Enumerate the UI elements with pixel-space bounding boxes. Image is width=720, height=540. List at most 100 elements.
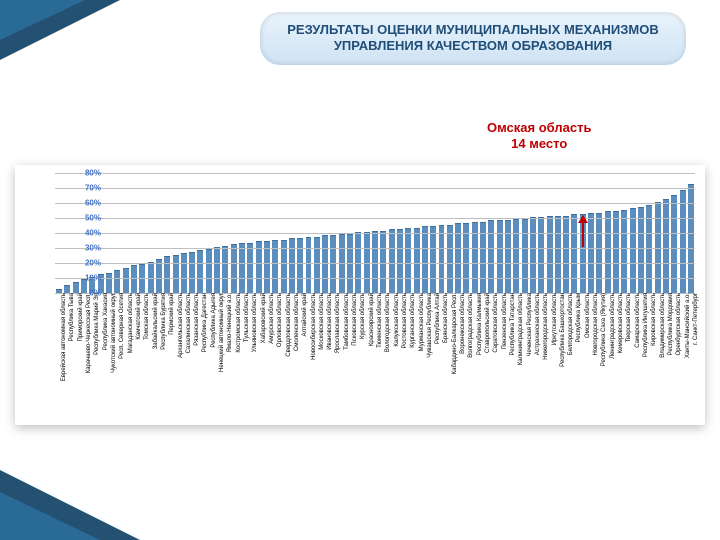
chart-bar xyxy=(214,247,220,293)
chart-bar xyxy=(430,226,436,293)
chart-x-tick-label: Камчатский край xyxy=(136,293,142,340)
chart-bar xyxy=(247,243,253,294)
chart-bar xyxy=(306,237,312,294)
chart-bar xyxy=(372,231,378,294)
chart-x-tick-label: Оренбургская область xyxy=(676,293,682,356)
chart-bar xyxy=(173,255,179,294)
chart-x-tick-label: Свердловская область xyxy=(286,293,292,357)
chart-x-tick-label: Республика Саха (Якутия) xyxy=(601,293,607,366)
highlight-callout: Омская область 14 место xyxy=(487,120,591,153)
chart-x-tick-label: Республика Марий Эл xyxy=(94,293,100,355)
chart-x-tick-label: Тульская область xyxy=(244,293,250,342)
chart-bar xyxy=(397,229,403,293)
chart-x-tick-label: Омская область xyxy=(585,293,591,338)
chart-x-tick-label: Республика Бурятия xyxy=(161,293,167,350)
chart-y-tick-label: 0% xyxy=(69,289,101,298)
chart-bar xyxy=(330,235,336,293)
chart-x-tick-label: Чувашская Республика xyxy=(427,293,433,358)
chart-bar xyxy=(555,216,561,294)
chart-x-tick-label: Астраханская область xyxy=(535,293,541,355)
chart-x-tick-label: Республика Хакасия xyxy=(103,293,109,350)
chart-y-tick-label: 40% xyxy=(69,229,101,238)
decor-corner-tl2 xyxy=(0,0,85,40)
chart-y-tick-label: 30% xyxy=(69,244,101,253)
chart-y-tick-label: 80% xyxy=(69,169,101,178)
chart-x-tick-label: Кировская область xyxy=(651,293,657,346)
chart-bar xyxy=(563,216,569,294)
chart-x-tick-label: Чукотский автономный округ xyxy=(111,293,117,373)
chart-x-tick-label: Приморский край xyxy=(78,293,84,341)
highlight-arrow-icon xyxy=(582,221,584,247)
chart-gridline xyxy=(55,233,695,234)
chart-bar xyxy=(231,244,237,293)
chart-bar xyxy=(414,228,420,294)
chart-x-tick-label: Респ. Северная Осетия xyxy=(119,293,125,359)
chart-x-tick-label: Ростовская область xyxy=(402,293,408,348)
chart-gridline xyxy=(55,293,695,294)
chart-bar xyxy=(405,228,411,294)
chart-bar xyxy=(605,211,611,293)
chart-x-tick-label: Нижегородская область xyxy=(543,293,549,360)
page-title: РЕЗУЛЬТАТЫ ОЦЕНКИ МУНИЦИПАЛЬНЫХ МЕХАНИЗМ… xyxy=(260,12,686,65)
chart-bar xyxy=(439,225,445,294)
chart-bar xyxy=(538,217,544,293)
chart-x-tick-label: Калужская область xyxy=(394,293,400,347)
chart-x-tick-label: Новосибирская область xyxy=(311,293,317,360)
chart-bar xyxy=(522,219,528,294)
chart-bar xyxy=(206,249,212,294)
chart-bar xyxy=(114,270,120,294)
results-bar-chart: Еврейская автономная областьРеспублика Т… xyxy=(15,165,705,425)
chart-bar xyxy=(181,253,187,293)
chart-bar xyxy=(106,273,112,294)
chart-x-tick-label: Калининградская область xyxy=(518,293,524,365)
chart-x-tick-label: Белгородская область xyxy=(568,293,574,355)
chart-x-tick-label: Республика Татарстан xyxy=(510,293,516,355)
chart-bar xyxy=(596,213,602,294)
chart-x-tick-label: Самарская область xyxy=(635,293,641,348)
chart-y-tick-label: 10% xyxy=(69,274,101,283)
chart-x-tick-label: Карачаево-Черкесская Респ. xyxy=(86,293,92,373)
chart-bar xyxy=(638,207,644,294)
callout-line2: 14 место xyxy=(511,136,567,151)
chart-x-tick-label: Ульяновская область xyxy=(252,293,258,352)
chart-bar xyxy=(380,231,386,294)
chart-bar xyxy=(297,238,303,293)
chart-x-tick-label: Тверская область xyxy=(626,293,632,342)
chart-x-tick-label: Новгородская область xyxy=(593,293,599,356)
chart-bar xyxy=(289,238,295,293)
chart-x-tick-label: Красноярский край xyxy=(369,293,375,346)
chart-x-tick-label: Брянская область xyxy=(443,293,449,343)
chart-x-tick-label: Республика Ингушетия xyxy=(643,293,649,357)
chart-x-tick-label: Рязанская область xyxy=(194,293,200,346)
chart-gridline xyxy=(55,188,695,189)
chart-y-tick-label: 70% xyxy=(69,184,101,193)
chart-gridline xyxy=(55,173,695,174)
chart-x-tick-label: Ненецкий автономный округ xyxy=(219,293,225,372)
chart-x-tick-label: Волгоградская область xyxy=(468,293,474,358)
chart-x-tick-label: Кабардино-Балкарская Респ. xyxy=(452,293,458,374)
chart-bar xyxy=(513,219,519,294)
chart-y-tick-label: 60% xyxy=(69,199,101,208)
chart-x-tick-label: Кемеровская область xyxy=(618,293,624,353)
chart-x-tick-label: Иркутская область xyxy=(552,293,558,345)
chart-x-tick-label: Республика Башкортостан xyxy=(560,293,566,367)
chart-bar xyxy=(688,184,694,293)
chart-x-tick-label: Пензенская область xyxy=(502,293,508,350)
chart-y-tick-label: 20% xyxy=(69,259,101,268)
chart-x-tick-label: Республика Адыгея xyxy=(211,293,217,348)
chart-x-tick-label: Амурская область xyxy=(269,293,275,344)
chart-bar xyxy=(571,214,577,293)
chart-x-tick-label: Орловская область xyxy=(277,293,283,347)
chart-x-tick-label: Республика Тыва xyxy=(69,293,75,341)
chart-bar xyxy=(222,246,228,294)
chart-x-tick-label: Хабаровский край xyxy=(261,293,267,343)
chart-x-tick-label: Ханты-Мансийский а.о. xyxy=(685,293,691,358)
chart-bar xyxy=(239,243,245,294)
chart-bar xyxy=(630,208,636,293)
chart-bar xyxy=(613,211,619,293)
chart-x-tick-label: Архангельская область xyxy=(178,293,184,358)
chart-x-tick-label: Псковская область xyxy=(352,293,358,346)
chart-bar xyxy=(322,235,328,293)
chart-gridline xyxy=(55,218,695,219)
chart-plot-area xyxy=(55,173,695,293)
